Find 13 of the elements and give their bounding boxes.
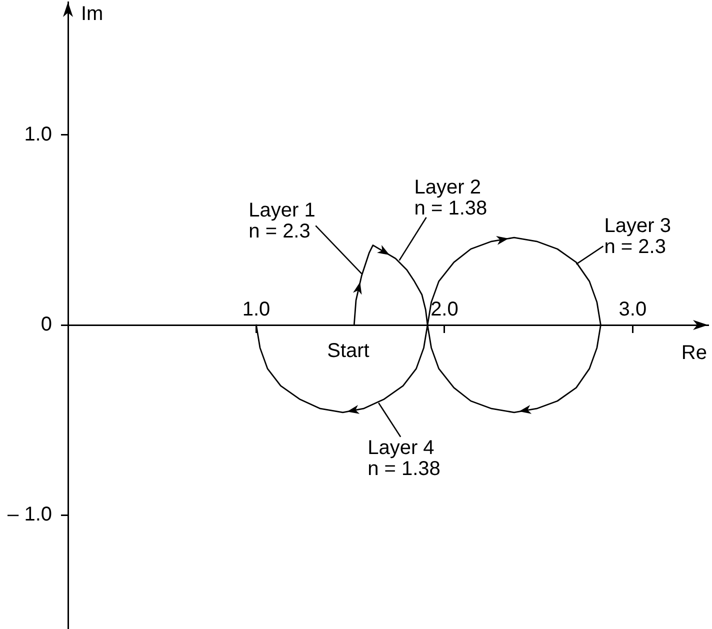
annotation: Start: [327, 340, 370, 362]
y-tick-label: – 1.0: [8, 504, 52, 526]
y-tick-label: 1.0: [24, 124, 52, 146]
y-axis-title: Im: [81, 3, 104, 25]
x-tick-label: 2.0: [430, 298, 458, 321]
x-tick-label: 1.0: [242, 298, 270, 321]
x-tick-label: 3.0: [618, 298, 647, 321]
annotation: Layer 4 n = 1.38: [368, 436, 440, 480]
x-axis-title: Re: [681, 342, 707, 364]
annotation: Layer 2 n = 1.38: [414, 176, 488, 220]
y-tick-label: 0: [40, 314, 52, 336]
annotation: Layer 1 n = 2.3: [248, 200, 316, 243]
annotation: Layer 3 n = 2.3: [604, 215, 671, 258]
